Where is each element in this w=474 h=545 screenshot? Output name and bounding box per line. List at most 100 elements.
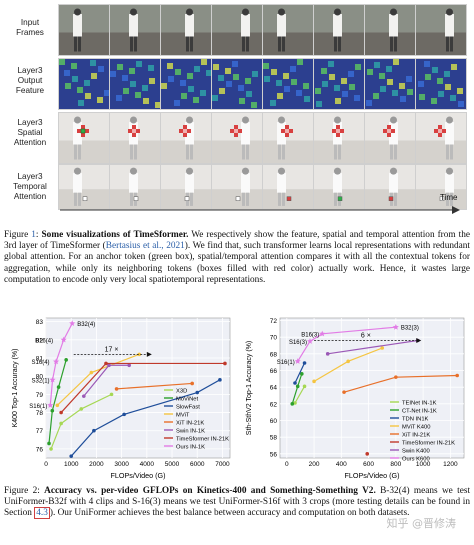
data-point (302, 361, 307, 365)
series-line (48, 359, 67, 444)
legend-label: XiT IN-21K (402, 432, 430, 438)
video-frame (160, 112, 212, 164)
video-frame (58, 58, 110, 110)
x-tick-label: 0 (285, 461, 289, 468)
legend-label: X3D (176, 388, 187, 394)
legend-label: CT-Net IN-1K (402, 408, 437, 414)
y-tick-label: 83 (36, 319, 44, 326)
video-frame (364, 58, 416, 110)
legend-label: MoViNet (176, 396, 199, 402)
row-label-output-feature: Layer3 Output Feature (15, 66, 45, 95)
data-point (455, 373, 459, 378)
data-point-star (306, 338, 314, 344)
data-point (295, 384, 300, 389)
data-point (218, 378, 222, 382)
data-point (59, 421, 63, 426)
point-label: B32(3) (401, 326, 419, 332)
citation-link[interactable]: Bertasius et al., 2021 (105, 241, 185, 252)
video-frame (313, 4, 365, 56)
x-tick-label: 6000 (190, 461, 205, 468)
video-frame (109, 112, 161, 164)
legend-label: TEINet IN-1K (402, 400, 437, 406)
series-line (116, 382, 193, 390)
data-point (114, 387, 119, 391)
x-tick-label: 1000 (416, 461, 431, 468)
speedup-label: 6 × (361, 333, 371, 340)
data-point (104, 361, 108, 366)
video-frame (211, 58, 263, 110)
data-point (69, 454, 74, 458)
time-label: Time (440, 193, 458, 202)
y-tick-label: 81 (36, 356, 44, 363)
data-point-star (49, 376, 56, 383)
video-frame (211, 112, 263, 164)
y-tick-label: 64 (270, 385, 278, 392)
x-tick-label: 0 (44, 461, 48, 468)
legend-label: SlowFast (176, 404, 200, 410)
row-label-input-frames: Input Frames (16, 18, 44, 37)
figure-number: 1 (31, 230, 36, 240)
video-frame (415, 164, 467, 210)
data-point (59, 410, 63, 415)
data-point-star (47, 402, 54, 408)
figure-1: Input Frames Layer3 Output Feature Layer3 Sp… (0, 0, 474, 228)
data-point-star (69, 320, 76, 327)
video-frame (313, 112, 365, 164)
legend-label: Swin IN-1K (176, 428, 205, 434)
y-tick-label: 62 (270, 401, 278, 408)
data-point (64, 358, 68, 362)
caption-bold: Some visualizations of TimeSformer. (41, 230, 189, 240)
series-line (297, 326, 396, 362)
legend-label: MViT (176, 412, 190, 418)
data-point (79, 407, 84, 411)
section-ref-link[interactable]: 4.3 (34, 507, 50, 520)
caption-prefix: Figure 1: (4, 230, 42, 240)
legend-label: TimeSformer IN-21K (176, 436, 229, 442)
speedup-label: 17 × (105, 346, 119, 353)
y-tick-label: 70 (270, 335, 278, 342)
y-tick-label: 60 (270, 418, 278, 425)
x-tick-label: 200 (309, 461, 320, 468)
data-point (47, 441, 51, 446)
series-line (50, 393, 112, 450)
arrow-head (146, 351, 152, 357)
data-point (290, 402, 295, 406)
point-label: B16(3) (301, 332, 319, 338)
plot-area (45, 317, 231, 459)
figure-2-caption: Figure 2: Accuracy vs. per-video GFLOPs … (4, 486, 470, 520)
data-point (325, 352, 330, 356)
y-tick-label: 82 (36, 337, 44, 344)
video-frame (262, 4, 314, 56)
point-label: S16(1) (277, 360, 295, 366)
ssv2-chart: 56 58 60 62 64 66 68 70 72 0 200 400 600 800 1000 1200 F… (246, 317, 465, 480)
video-frame (415, 112, 467, 164)
x-tick-label: 600 (363, 461, 374, 468)
legend-label: Ours K600 (402, 456, 430, 462)
legend-label: Ours IN-1K (176, 444, 205, 450)
y-tick-label: 68 (270, 351, 278, 358)
data-point (195, 390, 200, 395)
data-point (342, 390, 346, 394)
video-frame (58, 112, 110, 164)
caption-text: B-32(4) means we test UniFormer-B32f wit… (4, 486, 471, 519)
x-tick-label: 2000 (89, 461, 104, 468)
series-line (294, 362, 306, 384)
data-point (56, 385, 61, 389)
data-point (89, 370, 94, 375)
data-point (365, 452, 370, 456)
x-tick-label: 400 (336, 461, 347, 468)
data-point (346, 359, 350, 364)
x-tick-label: 800 (390, 461, 401, 468)
y-axis-label: K400 Top-1 Accuracy (%) (12, 349, 19, 428)
x-tick-label: 4000 (140, 461, 155, 468)
data-point (137, 352, 142, 357)
data-point (190, 381, 194, 386)
watermark: 知乎 @晋修涛 (386, 517, 457, 530)
point-label: S16(4) (32, 360, 50, 366)
data-point (107, 363, 111, 368)
video-frame (109, 58, 161, 110)
y-tick-label: 76 (36, 446, 44, 453)
data-point (109, 392, 114, 397)
point-label: B32(4) (77, 322, 95, 328)
legend-label: XiT IN-21K (176, 420, 204, 426)
